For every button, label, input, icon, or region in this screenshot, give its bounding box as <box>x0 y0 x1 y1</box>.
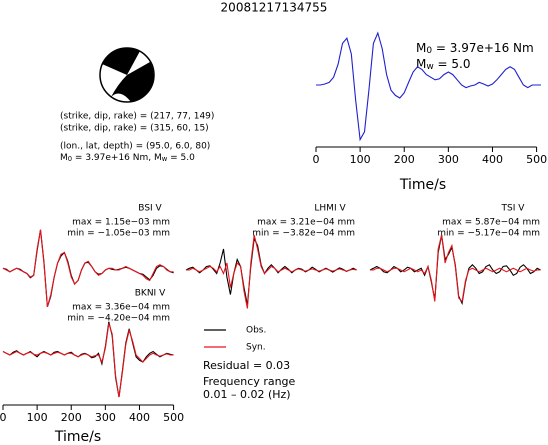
text-part: M <box>416 57 426 71</box>
focal-text: (strike, dip, rake) = (217, 77, 149) <box>60 112 214 122</box>
subscript: 0 <box>68 155 72 163</box>
legend: Obs. Syn. <box>204 326 266 353</box>
x-tick-label: 300 <box>95 411 116 424</box>
x-tick-label: 200 <box>61 411 82 424</box>
legend-label: Syn. <box>246 343 266 353</box>
x-tick-label: 500 <box>163 411 184 424</box>
subscript: w <box>426 62 433 72</box>
focal-text: (lon., lat, depth) = (95.0, 6.0, 80) <box>60 142 210 152</box>
x-tick-label: 0 <box>313 153 320 166</box>
annotation: max = 3.36e−04 mm <box>72 303 170 313</box>
mw-label: Mw = 5.0 <box>416 57 471 73</box>
annotation: max = 3.21e−04 mm <box>257 218 355 228</box>
annotation: max = 5.87e−04 mm <box>442 218 540 228</box>
text-part: = 5.0 <box>434 57 471 71</box>
x-tick-label: 0 <box>0 411 7 424</box>
x-tick-label: 400 <box>482 153 503 166</box>
x-axis-label: Time/s <box>399 177 446 193</box>
frequency-range: 0.01 – 0.02 (Hz) <box>203 388 291 401</box>
legend-label: Obs. <box>246 326 266 336</box>
frequency-title: Frequency range <box>203 375 296 388</box>
annotation: min = −5.17e−04 mm <box>437 229 540 239</box>
x-tick-label: 200 <box>394 153 415 166</box>
x-tick-label: 500 <box>526 153 547 166</box>
panel-title: BKNI V <box>135 289 166 299</box>
annotation: max = 1.15e−03 mm <box>72 218 170 228</box>
x-tick-label: 100 <box>350 153 371 166</box>
text-part: = 3.97e+16 Nm, M <box>72 153 162 163</box>
beachball-quadrant <box>102 47 140 75</box>
panel-title: TSI V <box>501 204 526 214</box>
annotation: min = −3.82e−04 mm <box>252 229 355 239</box>
waveform <box>370 234 541 303</box>
subscript: 0 <box>426 46 432 56</box>
figure-title: 20081217134755 <box>221 1 328 15</box>
x-tick-label: 300 <box>438 153 459 166</box>
x-tick-label: 400 <box>129 411 150 424</box>
text-part: = 5.0 <box>167 153 195 163</box>
beachball <box>99 47 155 103</box>
text-part: = 3.97e+16 Nm <box>432 41 534 55</box>
panel-title: BSI V <box>138 204 162 214</box>
x-axis-label: Time/s <box>54 429 101 445</box>
waveform <box>2 229 174 307</box>
moment-text: M0 = 3.97e+16 Nm, Mw = 5.0 <box>60 153 195 164</box>
focal-text: (strike, dip, rake) = (315, 60, 15) <box>60 124 209 134</box>
text-part: M <box>60 153 68 163</box>
annotation: min = −1.05e−03 mm <box>67 229 170 239</box>
waveform <box>186 234 357 309</box>
x-tick-label: 100 <box>27 411 48 424</box>
residual: Residual = 0.03 <box>203 359 290 372</box>
annotation: min = −4.20e−04 mm <box>67 314 170 324</box>
subscript: w <box>162 155 168 163</box>
waveform <box>2 323 174 398</box>
waveform <box>316 31 541 142</box>
panel-title: LHMI V <box>314 204 346 214</box>
beachball-quadrant <box>111 62 154 102</box>
moment-label: M0 = 3.97e+16 Nm <box>416 41 534 57</box>
text-part: M <box>416 41 426 55</box>
